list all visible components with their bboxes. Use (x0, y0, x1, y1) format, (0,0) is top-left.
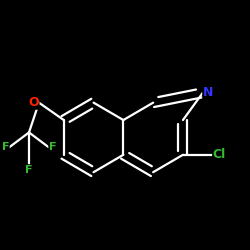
Text: F: F (49, 142, 56, 152)
Text: F: F (25, 165, 33, 175)
Text: O: O (28, 96, 39, 109)
Text: N: N (203, 86, 213, 99)
Text: Cl: Cl (213, 148, 226, 161)
Text: F: F (2, 142, 9, 152)
